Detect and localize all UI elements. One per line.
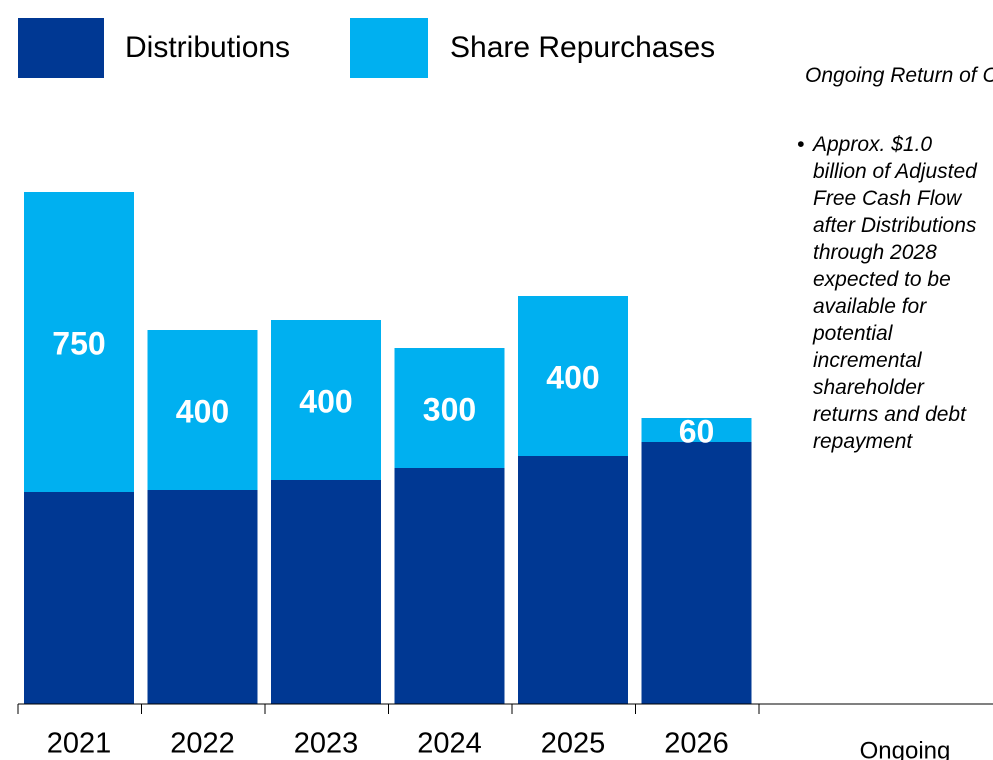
bar-segment: [518, 456, 628, 704]
legend-swatch: [350, 18, 428, 78]
bar-segment: [641, 418, 752, 442]
annotation-text: Approx. $1.0 billion of Adjusted Free Ca…: [813, 133, 977, 453]
x-tick-label: 2021: [47, 728, 112, 760]
bar-segment: [24, 492, 134, 704]
data-label: 400: [299, 383, 352, 419]
data-label: 400: [546, 359, 599, 395]
data-label: 60: [679, 413, 715, 449]
legend-swatch: [18, 18, 104, 78]
x-tick-label: 2023: [294, 728, 359, 760]
bar-segment: [147, 490, 258, 704]
data-label: 400: [176, 393, 229, 429]
bar-segment: [271, 480, 381, 704]
bar-segment: [147, 330, 258, 490]
annotation-title: Ongoing Return of Capital:: [805, 64, 993, 87]
bar-segment: [394, 348, 505, 468]
bar-segment: [518, 296, 628, 456]
legend-label: Share Repurchases: [450, 31, 715, 64]
x-tick-label: Ongoing: [860, 737, 951, 760]
x-tick-label: 2025: [541, 728, 606, 760]
annotation-body: • Approx. $1.0 billion of Adjusted Free …: [793, 131, 988, 455]
x-tick-label: 2026: [664, 728, 729, 760]
legend-label: Distributions: [125, 31, 290, 64]
x-tick-label: 2024: [417, 728, 482, 760]
bullet: •: [797, 133, 805, 156]
bar-segment: [24, 192, 134, 492]
annotation: Ongoing Return of Capital: • Approx. $1.…: [793, 62, 993, 455]
bar-segment: [394, 468, 505, 704]
x-tick-label: 2022: [170, 728, 235, 760]
data-label: 750: [52, 325, 105, 361]
bar-segment: [271, 320, 381, 480]
bar-segment: [641, 442, 752, 704]
data-label: 300: [423, 391, 476, 427]
